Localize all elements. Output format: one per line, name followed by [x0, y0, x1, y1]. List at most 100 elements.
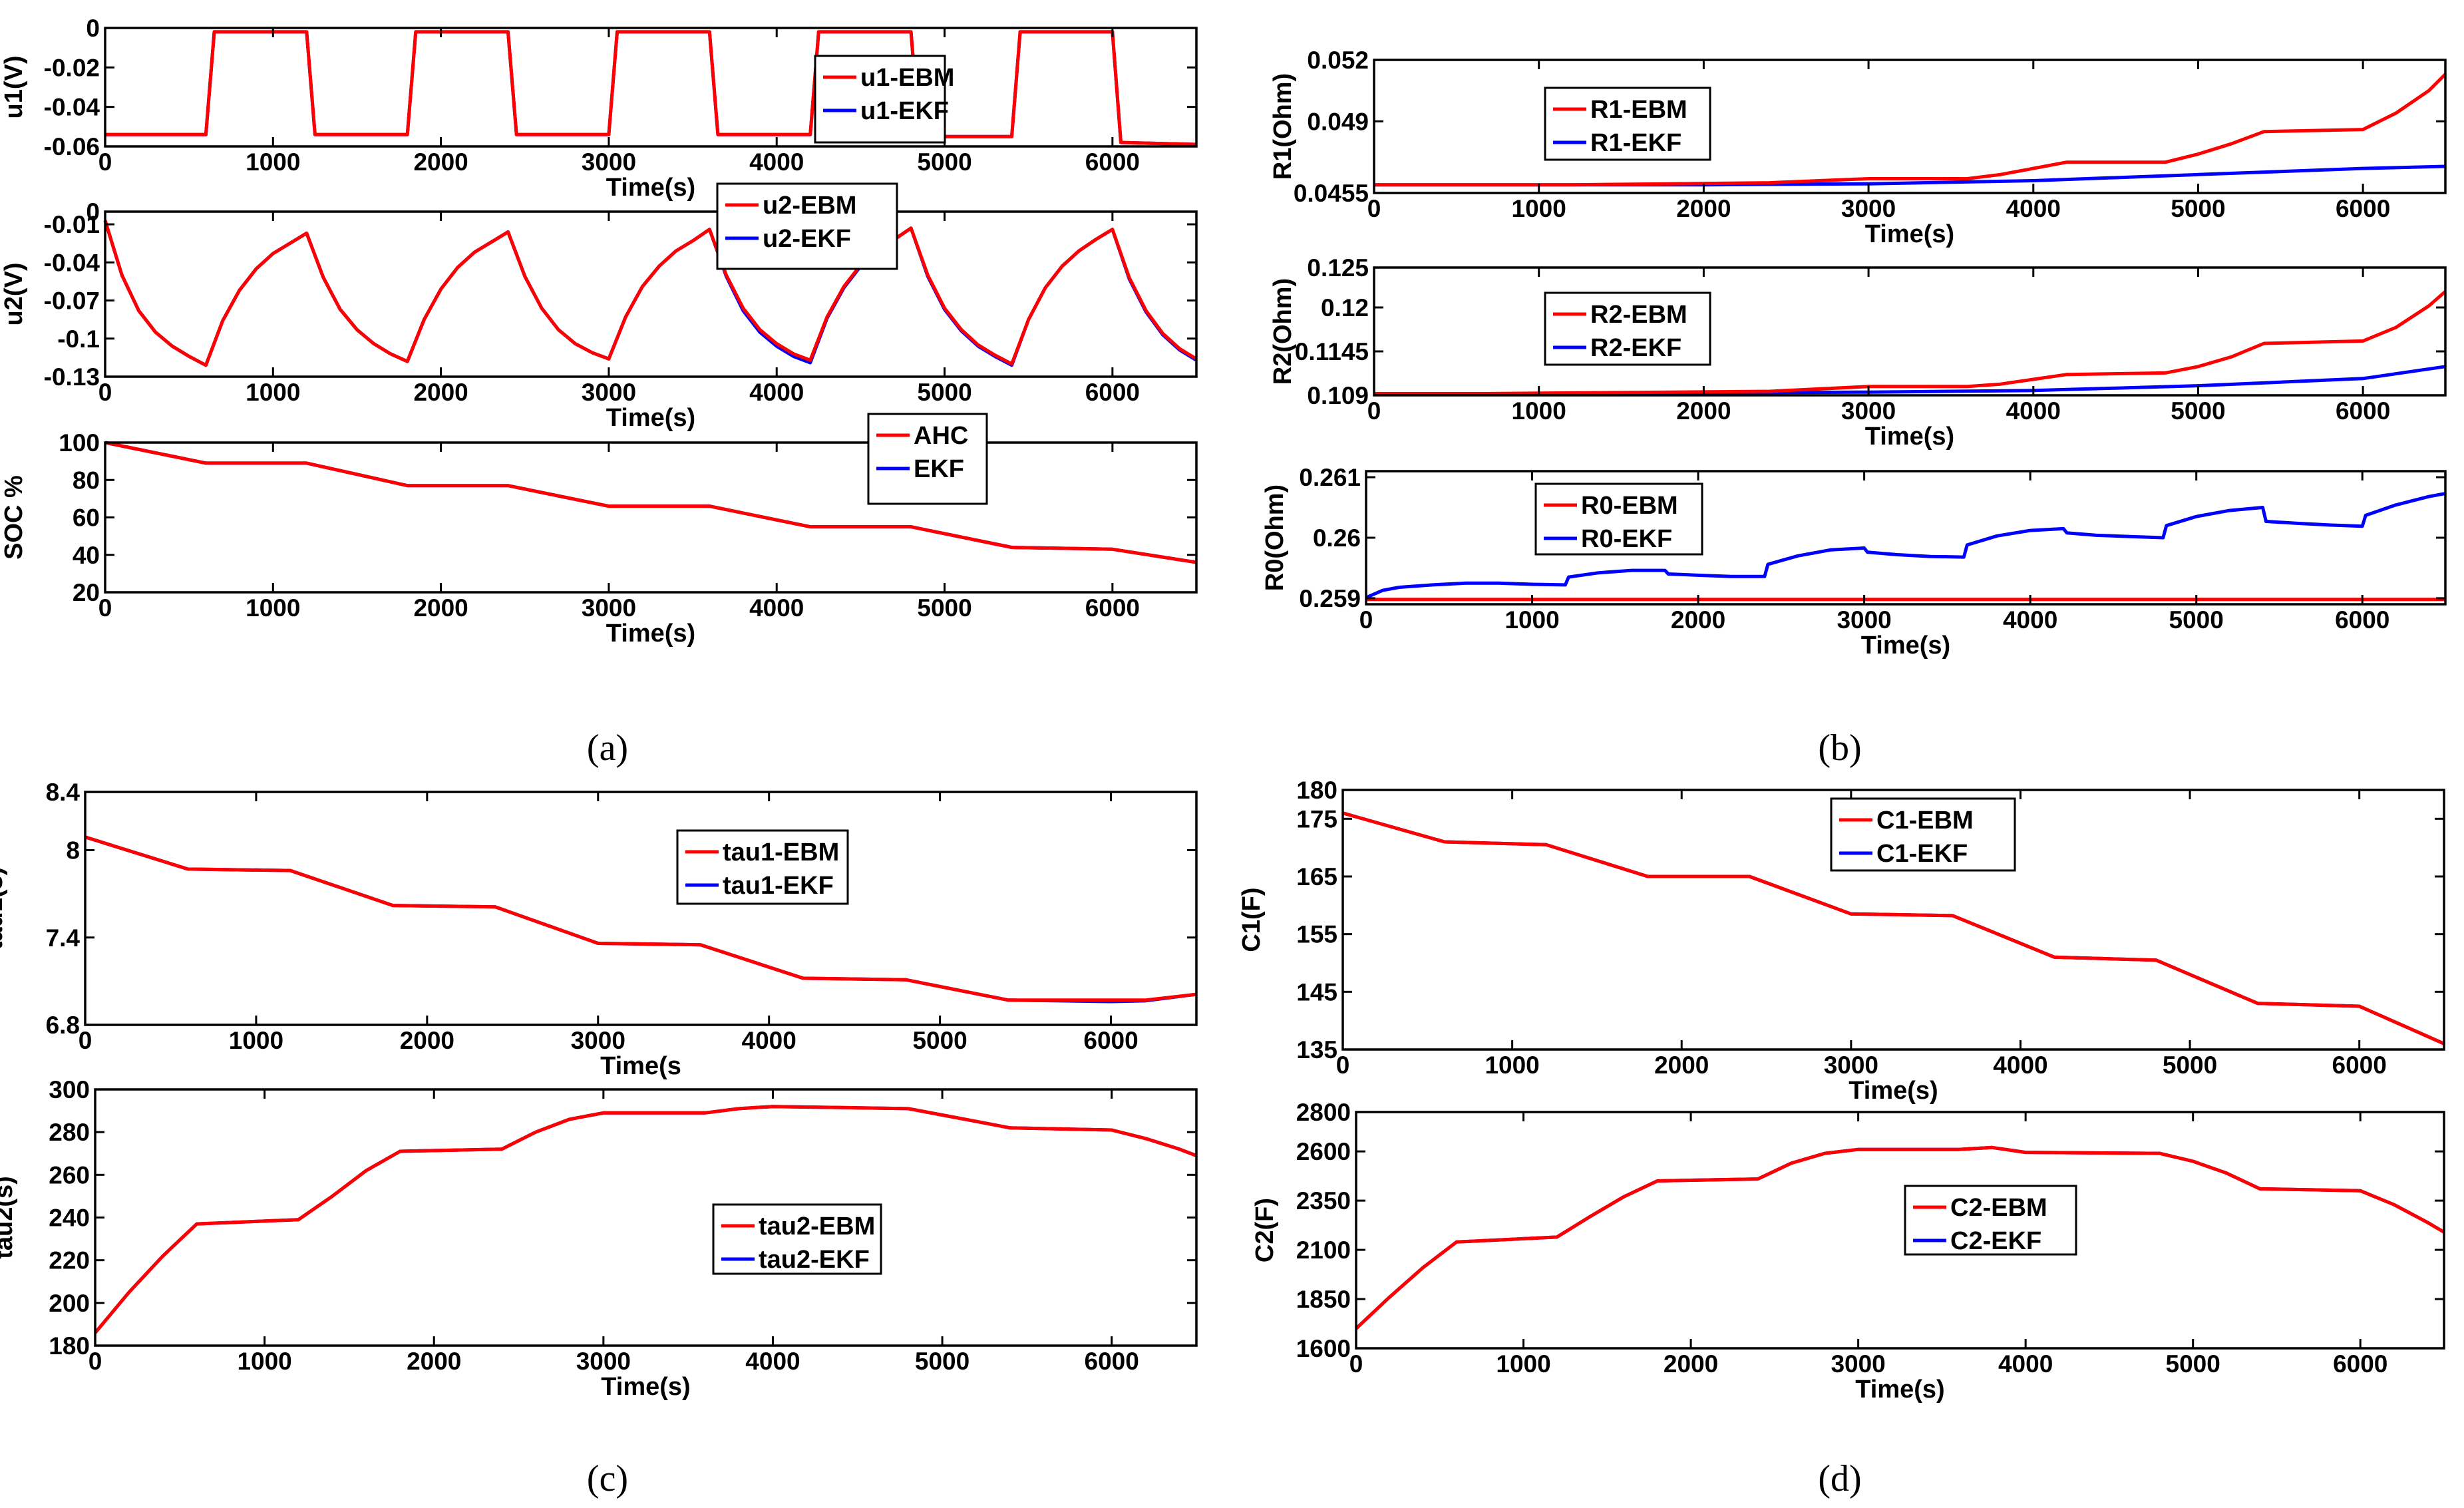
plot-frame-r1 [1373, 59, 2447, 194]
plot-frame-u2 [104, 210, 1198, 378]
x-tick-label: 6000 [2333, 1350, 2387, 1378]
y-tick-label: 0.0455 [1294, 180, 1369, 207]
x-tick-label: 3000 [1841, 397, 1896, 425]
series-line-tau1-ekf [85, 835, 1197, 1004]
series-line-r2-ekf [1374, 365, 2446, 396]
legend-label: u2-EBM [763, 192, 856, 220]
x-axis-label: Time(s) [1861, 632, 1950, 660]
y-tick-label: 8 [66, 837, 80, 864]
panel-label-a: (a) [587, 727, 628, 769]
y-tick-label: 0.049 [1307, 108, 1369, 135]
y-tick-label: 175 [1296, 805, 1337, 833]
x-tick-label: 2000 [1671, 606, 1725, 634]
legend-label: R0-EKF [1581, 525, 1672, 553]
chart-r0: 0 1000 2000 3000 4000 5000 6000 0.259 0.26 0.261 T… [1261, 464, 2447, 660]
series-line-u1-ekf [105, 30, 1197, 146]
x-tick-label: 1000 [1504, 606, 1559, 634]
x-tick-label: 6000 [2335, 606, 2389, 634]
x-tick-label: 5000 [917, 594, 971, 622]
y-tick-label: 0.109 [1307, 382, 1369, 409]
x-tick-label: 1000 [229, 1027, 283, 1054]
x-tick-label: 4000 [2006, 397, 2061, 425]
chart-u1: 0 1000 2000 3000 4000 5000 6000 -0.06 -0.04 -0.02… [0, 15, 1198, 202]
series-line-u2-ekf [103, 220, 1198, 367]
y-tick-label: 260 [49, 1161, 90, 1189]
x-tick-label: 3000 [576, 1348, 631, 1375]
legend-label: u1-EKF [860, 97, 949, 125]
plot-frame-c2 [1355, 1111, 2445, 1350]
x-tick-label: 3000 [1831, 1350, 1885, 1378]
legend-box [1830, 797, 2016, 872]
legend-box [1544, 291, 1711, 366]
y-tick-label: 135 [1296, 1036, 1337, 1063]
legend-label: C2-EKF [1950, 1227, 2041, 1255]
y-tick-label: -0.04 [44, 249, 100, 276]
x-tick-label: 3000 [571, 1027, 625, 1054]
series-line-r2-ebm [1374, 290, 2447, 396]
x-tick-label: 4000 [745, 1348, 800, 1375]
x-tick-label: 3000 [582, 379, 636, 406]
y-tick-label: 280 [49, 1119, 90, 1146]
y-axis-label: u2(V) [0, 263, 28, 326]
x-tick-label: 0 [1367, 397, 1381, 425]
y-tick-label: 165 [1296, 863, 1337, 890]
legend-r1: R1-EBM R1-EKF [1544, 87, 1711, 161]
x-tick-label: 0 [1349, 1350, 1363, 1378]
y-tick-label: 180 [49, 1332, 90, 1360]
chart-c1: 0 1000 2000 3000 4000 5000 6000 135 145 155 165 175… [1238, 777, 2445, 1105]
x-tick-label: 1000 [246, 148, 300, 176]
x-tick-label: 2000 [413, 594, 468, 622]
legend-label: AHC [914, 422, 968, 450]
y-tick-label: 0.052 [1307, 47, 1369, 74]
x-axis-label: Time(s) [601, 1373, 690, 1401]
x-tick-label: 0 [98, 594, 112, 622]
y-tick-label: -0.06 [44, 133, 100, 160]
y-tick-label: -0.01 [44, 211, 100, 238]
x-tick-label: 6000 [1085, 148, 1140, 176]
legend-label: tau1-EBM [723, 839, 839, 866]
legend-c2: C2-EBM C2-EKF [1904, 1185, 2077, 1256]
series-line-c1-ebm [1342, 811, 2445, 1045]
x-tick-label: 5000 [917, 148, 971, 176]
chart-tau1: 0 1000 2000 3000 4000 5000 6000 6.8 7.4 8 8.4 Time(… [0, 779, 1198, 1080]
y-tick-label: 155 [1296, 921, 1337, 948]
x-axis-label: Time(s) [606, 404, 695, 432]
legend-box [867, 413, 988, 505]
x-tick-label: 4000 [749, 379, 804, 406]
legend-label: tau1-EKF [723, 872, 834, 900]
y-tick-label: 300 [49, 1076, 90, 1103]
y-axis-label: R2(Ohm) [1269, 278, 1297, 385]
y-axis-label: tau1(s) [0, 867, 8, 950]
y-tick-label: 0 [86, 198, 100, 226]
x-tick-label: 6000 [2336, 195, 2390, 222]
y-axis-label: C2(F) [1251, 1198, 1279, 1262]
y-tick-label: 80 [73, 467, 100, 494]
y-tick-label: -0.04 [44, 94, 100, 121]
x-axis-label: Time(s) [1848, 1077, 1938, 1105]
plot-frame-c1 [1341, 789, 2445, 1051]
legend-label: C1-EKF [1876, 840, 1968, 868]
y-axis-label: C1(F) [1238, 887, 1266, 952]
x-tick-label: 5000 [912, 1027, 967, 1054]
x-tick-label: 6000 [1085, 1348, 1139, 1375]
plot-frame-u1 [104, 27, 1198, 148]
y-tick-label: 8.4 [46, 779, 81, 806]
y-axis-label: u1(V) [0, 56, 28, 119]
x-tick-label: 1000 [246, 594, 300, 622]
legend-r2: R2-EBM R2-EKF [1544, 291, 1711, 366]
legend-label: u2-EKF [763, 225, 851, 253]
y-tick-label: 0.261 [1299, 464, 1361, 491]
y-tick-label: 40 [73, 542, 100, 569]
x-tick-label: 1000 [246, 379, 300, 406]
y-tick-label: 1600 [1296, 1335, 1351, 1362]
series-line-r1-ebm [1374, 73, 2447, 187]
legend-u1: u1-EBM u1-EKF [814, 55, 954, 144]
legend-box [716, 182, 898, 270]
legend-r0: R0-EBM R0-EKF [1534, 482, 1703, 556]
x-tick-label: 0 [1336, 1051, 1350, 1079]
legend-box [1904, 1185, 2077, 1256]
legend-soc: AHC EKF [867, 413, 988, 505]
x-tick-label: 3000 [1837, 606, 1891, 634]
x-tick-label: 1000 [1496, 1350, 1550, 1378]
